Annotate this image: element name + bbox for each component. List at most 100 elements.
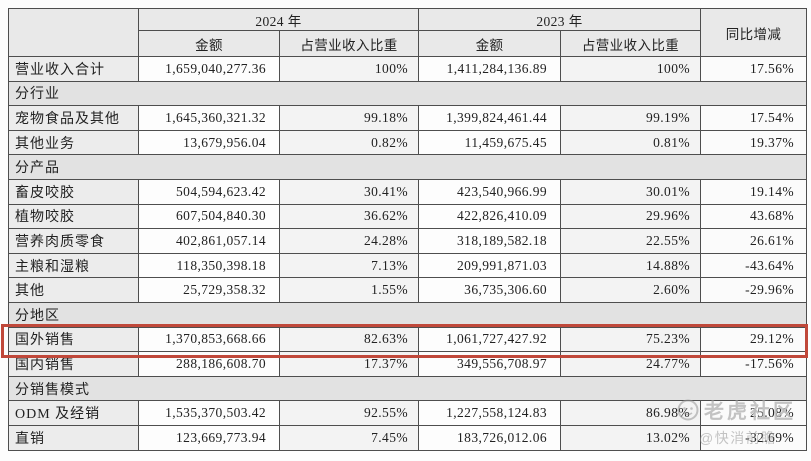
cell-amount-2024: 402,861,057.14 [138, 228, 280, 254]
section-row: 分行业 [8, 80, 807, 107]
cell-share-2023: 86.98% [560, 400, 701, 426]
row-label: 营业收入合计 [8, 56, 139, 82]
cell-yoy: 29.12% [700, 326, 807, 353]
cell-amount-2023: 318,189,582.18 [418, 228, 561, 254]
section-label: 分销售模式 [8, 375, 807, 402]
column-header-2024: 2024 年 [138, 8, 419, 31]
row-label: 国外销售 [8, 326, 139, 353]
cell-amount-2023: 1,061,727,427.92 [418, 326, 561, 353]
table-body: 营业收入合计 1,659,040,277.36 100% 1,411,284,136.… [8, 56, 807, 451]
cell-amount-2024: 13,679,956.04 [138, 129, 280, 156]
table-row: 其他 25,729,358.32 1.55% 36,735,306.60 2.60% -2… [8, 277, 807, 303]
cell-yoy: 17.54% [700, 105, 807, 131]
cell-amount-2023: 1,227,558,124.83 [418, 400, 561, 426]
cell-amount-2024: 1,535,370,503.42 [138, 400, 280, 426]
table-row: 营业收入合计 1,659,040,277.36 100% 1,411,284,136.… [8, 56, 807, 82]
cell-share-2023: 30.01% [560, 178, 701, 205]
row-label: 营养肉质零食 [8, 228, 139, 254]
cell-share-2024: 7.45% [279, 424, 419, 451]
cell-share-2024: 100% [279, 56, 419, 82]
column-header-amount-2024: 金额 [138, 30, 280, 57]
table-row: 直销 123,669,773.94 7.45% 183,726,012.06 13.02… [8, 424, 807, 451]
cell-amount-2023: 209,991,871.03 [418, 252, 561, 279]
cell-yoy: 17.56% [700, 56, 807, 82]
cell-yoy: -29.96% [700, 277, 807, 303]
section-label: 分行业 [8, 80, 807, 107]
cell-share-2023: 13.02% [560, 424, 701, 451]
row-label: 主粮和湿粮 [8, 252, 139, 279]
section-row: 分产品 [8, 154, 807, 180]
cell-amount-2024: 25,729,358.32 [138, 277, 280, 303]
cell-amount-2024: 1,659,040,277.36 [138, 56, 280, 82]
cell-amount-2023: 11,459,675.45 [418, 129, 561, 156]
cell-share-2024: 99.18% [279, 105, 419, 131]
cell-share-2023: 0.81% [560, 129, 701, 156]
cell-share-2024: 92.55% [279, 400, 419, 426]
cell-share-2024: 82.63% [279, 326, 419, 353]
cell-share-2024: 17.37% [279, 351, 419, 377]
table-row: 其他业务 13,679,956.04 0.82% 11,459,675.45 0.81%… [8, 129, 807, 156]
column-header-yoy: 同比增减 [700, 8, 807, 57]
cell-yoy: -32.69% [700, 424, 807, 451]
table-header: 2024 年 2023 年 同比增减 金额 占营业收入比重 金额 占营业收入比重 [8, 8, 807, 57]
row-label: 植物咬胶 [8, 203, 139, 230]
table-row: 主粮和湿粮 118,350,398.18 7.13% 209,991,871.03 14… [8, 252, 807, 279]
cell-share-2024: 30.41% [279, 178, 419, 205]
cell-share-2024: 7.13% [279, 252, 419, 279]
cell-amount-2023: 183,726,012.06 [418, 424, 561, 451]
table-row: 畜皮咬胶 504,594,623.42 30.41% 423,540,966.99 30… [8, 178, 807, 205]
cell-yoy: 43.68% [700, 203, 807, 230]
cell-share-2023: 75.23% [560, 326, 701, 353]
cell-amount-2024: 123,669,773.94 [138, 424, 280, 451]
table-row: 国内销售 288,186,608.70 17.37% 349,556,708.97 24… [8, 351, 807, 377]
cell-amount-2024: 504,594,623.42 [138, 178, 280, 205]
row-label: 其他 [8, 277, 139, 303]
cell-share-2023: 2.60% [560, 277, 701, 303]
cell-amount-2024: 607,504,840.30 [138, 203, 280, 230]
cell-yoy: -43.64% [700, 252, 807, 279]
cell-amount-2023: 349,556,708.97 [418, 351, 561, 377]
cell-amount-2024: 1,645,360,321.32 [138, 105, 280, 131]
row-label: 直销 [8, 424, 139, 451]
cell-share-2023: 100% [560, 56, 701, 82]
cell-amount-2023: 1,411,284,136.89 [418, 56, 561, 82]
section-row: 分销售模式 [8, 375, 807, 402]
cell-share-2023: 14.88% [560, 252, 701, 279]
row-label: 国内销售 [8, 351, 139, 377]
row-label: ODM 及经销 [8, 400, 139, 426]
table-row: 宠物食品及其他 1,645,360,321.32 99.18% 1,399,824,4… [8, 105, 807, 131]
column-header-2023: 2023 年 [418, 8, 701, 31]
section-label: 分地区 [8, 301, 807, 328]
table-row: 营养肉质零食 402,861,057.14 24.28% 318,189,582.18… [8, 228, 807, 254]
cell-yoy: -17.56% [700, 351, 807, 377]
table-row: 国外销售 1,370,853,668.66 82.63% 1,061,727,427.… [8, 326, 807, 353]
cell-share-2024: 1.55% [279, 277, 419, 303]
column-header-share-2024: 占营业收入比重 [279, 30, 419, 57]
cell-amount-2023: 422,826,410.09 [418, 203, 561, 230]
cell-share-2024: 0.82% [279, 129, 419, 156]
cell-amount-2024: 118,350,398.18 [138, 252, 280, 279]
cell-share-2024: 24.28% [279, 228, 419, 254]
row-label: 畜皮咬胶 [8, 178, 139, 205]
row-label: 宠物食品及其他 [8, 105, 139, 131]
corner-cell [8, 8, 139, 57]
cell-share-2024: 36.62% [279, 203, 419, 230]
cell-share-2023: 24.77% [560, 351, 701, 377]
cell-amount-2024: 1,370,853,668.66 [138, 326, 280, 353]
section-row: 分地区 [8, 301, 807, 328]
cell-yoy: 25.08% [700, 400, 807, 426]
table-row: 植物咬胶 607,504,840.30 36.62% 422,826,410.09 29… [8, 203, 807, 230]
column-header-amount-2023: 金额 [418, 30, 561, 57]
cell-share-2023: 29.96% [560, 203, 701, 230]
cell-share-2023: 99.19% [560, 105, 701, 131]
row-label: 其他业务 [8, 129, 139, 156]
cell-yoy: 19.14% [700, 178, 807, 205]
cell-amount-2023: 36,735,306.60 [418, 277, 561, 303]
section-label: 分产品 [8, 154, 807, 180]
cell-amount-2023: 423,540,966.99 [418, 178, 561, 205]
cell-yoy: 19.37% [700, 129, 807, 156]
cell-share-2023: 22.55% [560, 228, 701, 254]
table-row: ODM 及经销 1,535,370,503.42 92.55% 1,227,558,1… [8, 400, 807, 426]
cell-amount-2023: 1,399,824,461.44 [418, 105, 561, 131]
